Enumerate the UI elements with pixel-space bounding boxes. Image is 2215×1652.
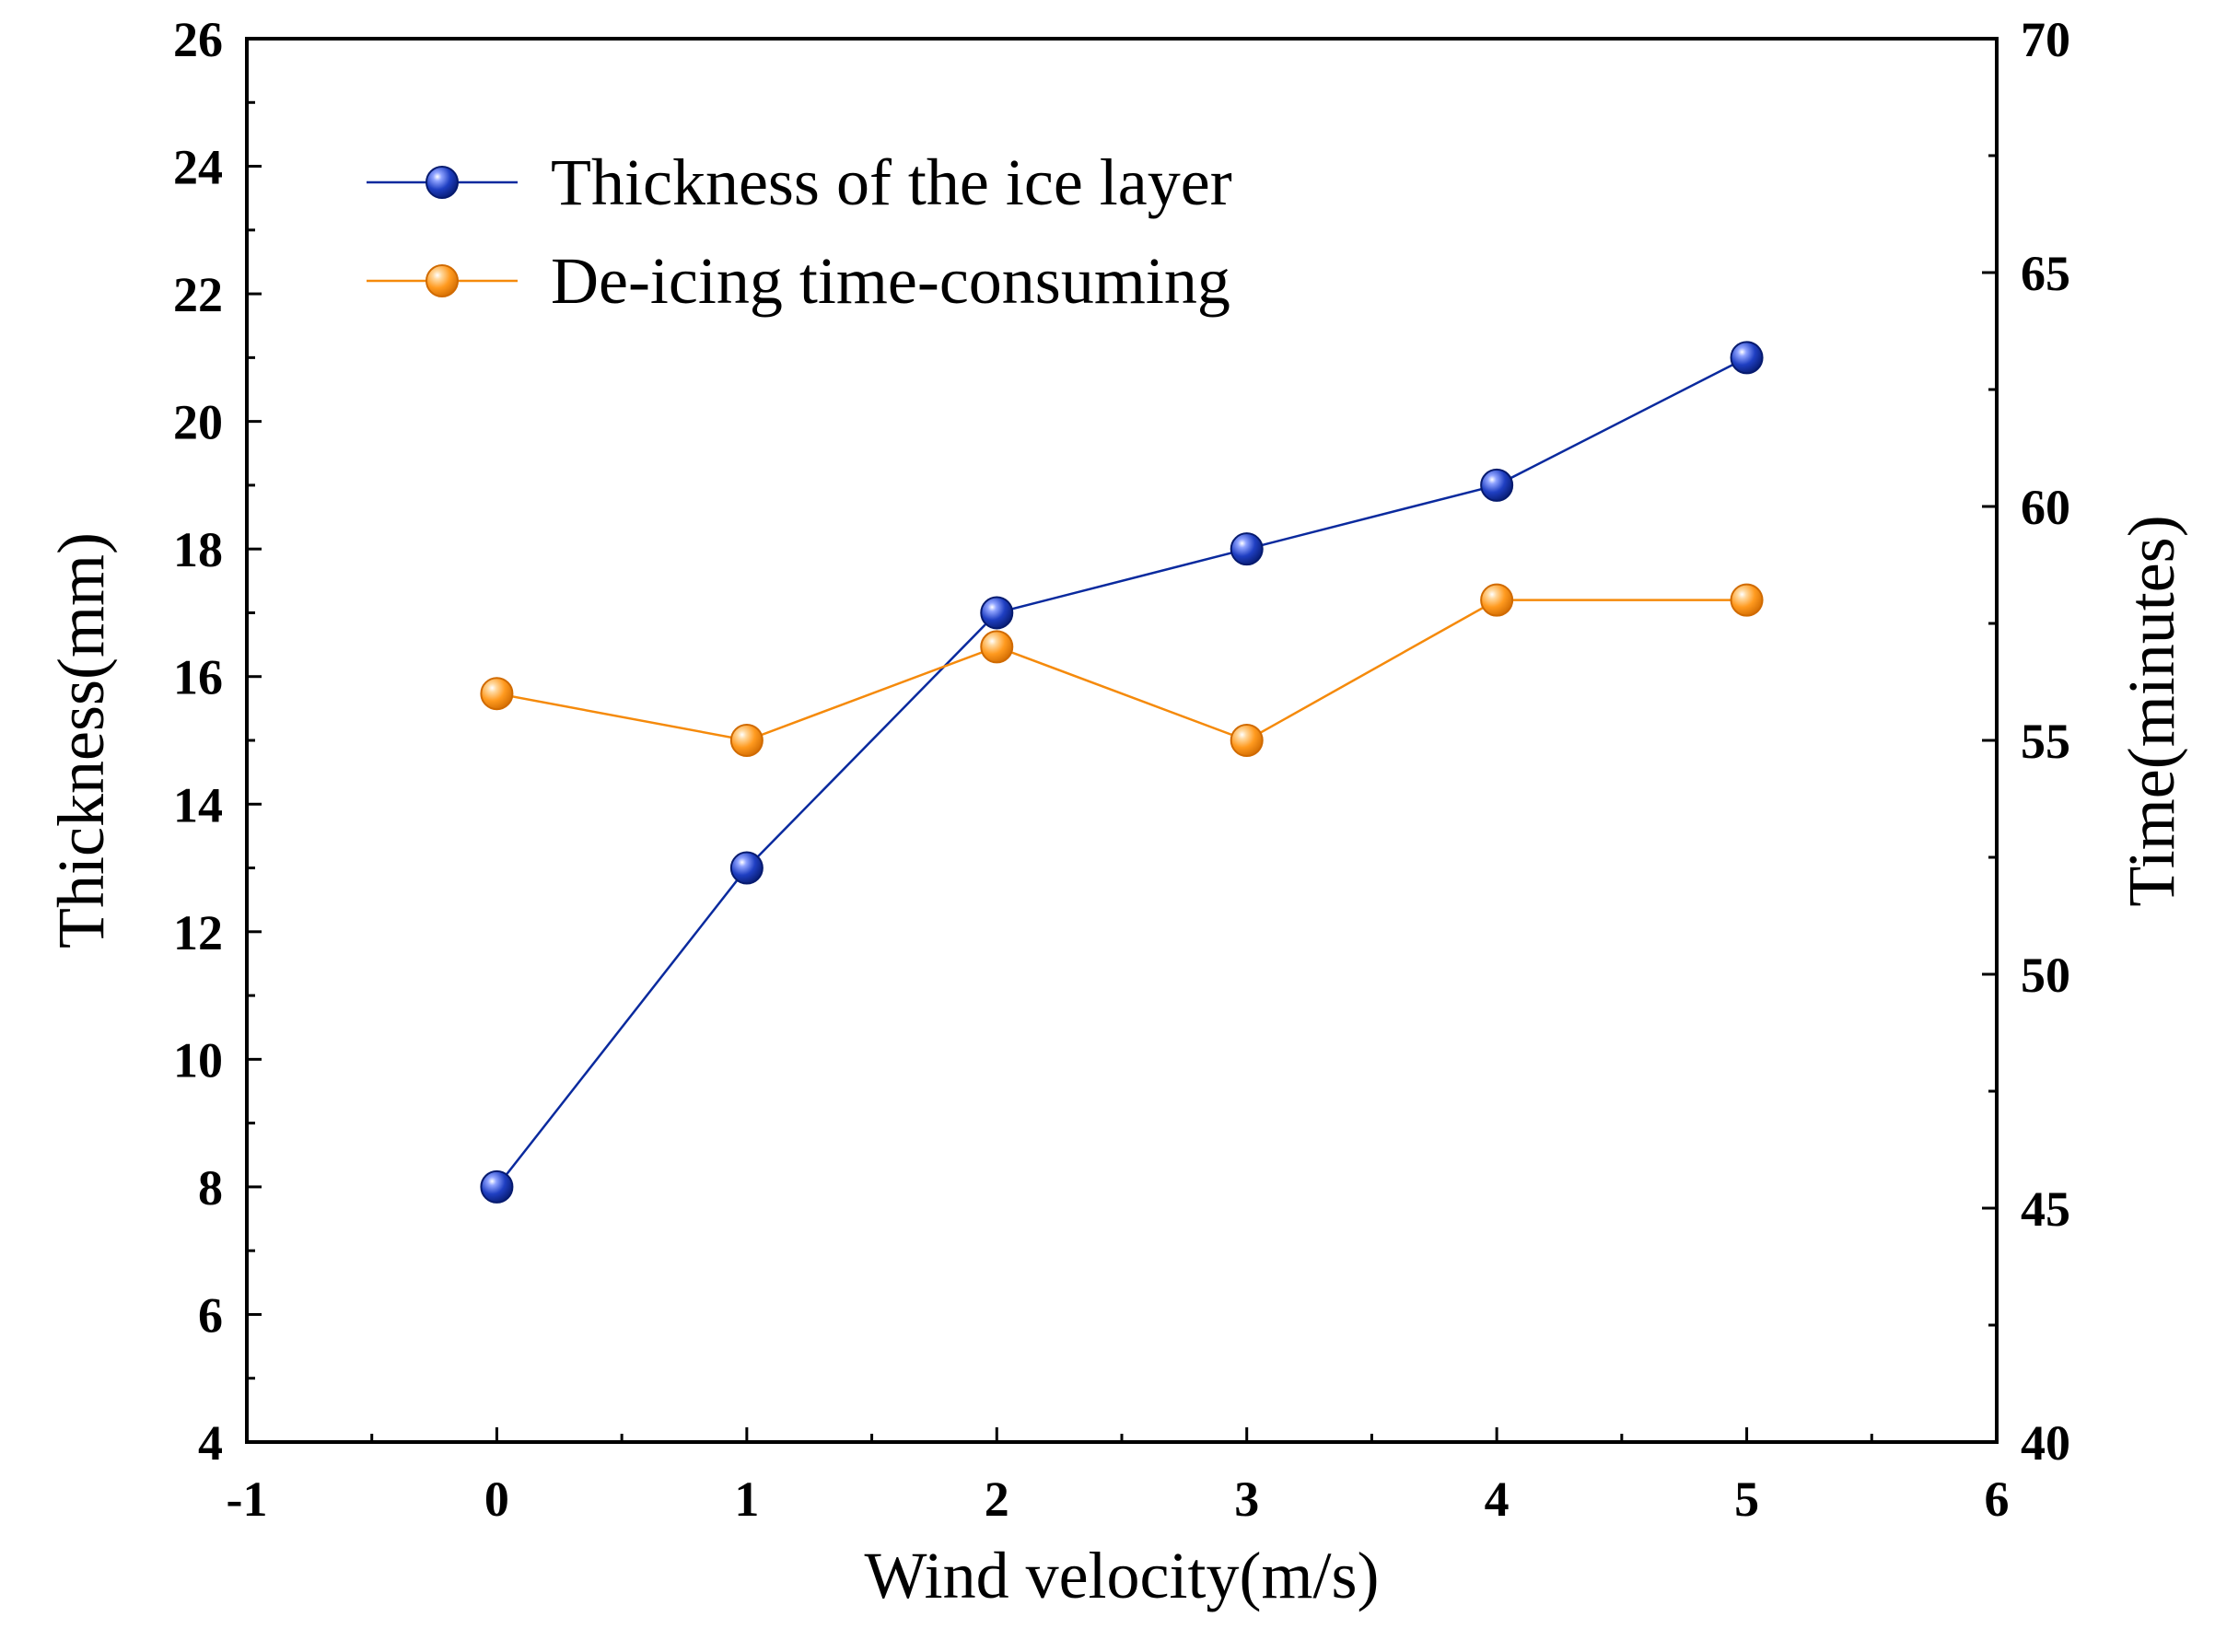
legend-label-thickness: Thickness of the ice layer [551, 145, 1232, 219]
y2-tick-label: 60 [2021, 480, 2070, 535]
y-tick-label: 20 [173, 395, 223, 450]
y-tick-label: 10 [173, 1032, 223, 1088]
legend-marker-deicing [426, 264, 459, 297]
series-markers [480, 341, 1764, 1204]
y2-axis-ticks: 40 45 50 55 60 65 70 [1982, 12, 2070, 1471]
x-axis-ticks: -1 0 1 2 3 4 5 6 [227, 1427, 2010, 1527]
x-tick-label: 6 [1985, 1472, 2010, 1527]
y-axis-title: Thickness(mm) [44, 532, 118, 948]
series-line-deicing-time [496, 599, 1747, 742]
y-tick-label: 16 [173, 650, 223, 705]
y2-tick-label: 55 [2021, 714, 2070, 769]
data-point-deicing-time [1230, 724, 1264, 757]
y-tick-label: 22 [173, 267, 223, 322]
y-axis-ticks: 4 6 8 10 12 14 16 18 20 22 24 26 [173, 12, 262, 1471]
data-point-thickness [980, 596, 1014, 630]
x-tick-label: 4 [1485, 1472, 1510, 1527]
y-tick-label: 4 [198, 1415, 223, 1471]
data-point-deicing-time [980, 630, 1014, 664]
legend-label-deicing: De-icing time-consuming [551, 244, 1230, 318]
data-point-thickness [480, 1169, 514, 1204]
data-point-deicing-time [729, 724, 764, 757]
x-tick-label: 3 [1234, 1472, 1259, 1527]
y-tick-label: 6 [198, 1287, 223, 1343]
data-point-thickness [1480, 468, 1514, 502]
data-point-thickness [1730, 341, 1764, 375]
data-point-deicing-time [480, 677, 514, 711]
y-tick-label: 24 [173, 140, 223, 195]
legend-marker-thickness [426, 166, 459, 199]
data-point-deicing-time [1730, 583, 1764, 617]
y2-tick-label: 45 [2021, 1181, 2070, 1237]
legend: Thickness of the ice layer De-icing time… [367, 145, 1232, 318]
y2-tick-label: 70 [2021, 12, 2070, 67]
data-point-deicing-time [1480, 583, 1514, 617]
x-tick-label: 0 [484, 1472, 509, 1527]
y-tick-label: 12 [173, 905, 223, 960]
series-lines [495, 356, 1748, 1188]
series-line-thickness [495, 356, 1748, 1188]
data-point-thickness [729, 851, 764, 885]
y-tick-label: 14 [173, 777, 223, 832]
y2-tick-label: 50 [2021, 948, 2070, 1003]
y-tick-label: 26 [173, 12, 223, 67]
x-tick-label: 2 [985, 1472, 1009, 1527]
y2-axis-title: Time(minutes) [2115, 515, 2188, 906]
y2-tick-label: 65 [2021, 246, 2070, 301]
y2-tick-label: 40 [2021, 1415, 2070, 1471]
y-tick-label: 8 [198, 1160, 223, 1216]
x-tick-label: -1 [227, 1472, 268, 1527]
x-axis-title: Wind velocity(m/s) [865, 1539, 1380, 1612]
y-tick-label: 18 [173, 522, 223, 577]
x-tick-label: 1 [734, 1472, 759, 1527]
x-tick-label: 5 [1734, 1472, 1759, 1527]
data-point-thickness [1230, 532, 1264, 566]
